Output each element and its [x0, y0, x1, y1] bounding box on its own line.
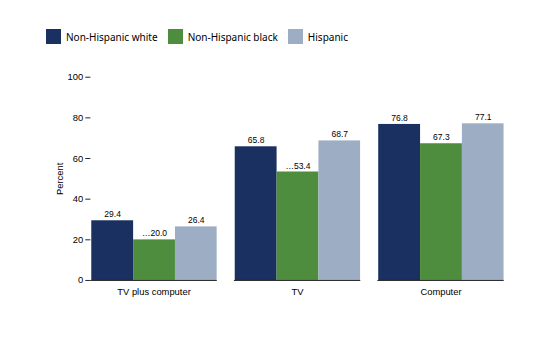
svg-text:68.7: 68.7: [331, 129, 348, 139]
svg-text:…20.0: …20.0: [142, 228, 167, 238]
svg-text:29.4: 29.4: [104, 209, 121, 219]
html-text:Hispanic: Hispanic: [307, 29, 348, 44]
svg-text:Percent: Percent: [54, 162, 65, 195]
svg-text:40: 40: [73, 193, 83, 204]
svg-text:26.4: 26.4: [188, 215, 205, 225]
html-text:Non-Hispanic white: Non-Hispanic white: [66, 29, 158, 44]
svg-text:80: 80: [73, 112, 83, 123]
svg-text:77.1: 77.1: [475, 112, 492, 122]
svg-text:TV plus computer: TV plus computer: [117, 286, 190, 297]
svg-text:65.8: 65.8: [248, 135, 265, 145]
svg-text:…53.4: …53.4: [285, 161, 310, 171]
svg-text:Computer: Computer: [420, 286, 461, 297]
svg-text:60: 60: [73, 153, 83, 164]
svg-text:67.3: 67.3: [433, 132, 450, 142]
html-text:Non-Hispanic black: Non-Hispanic black: [187, 29, 278, 44]
svg-text:20: 20: [73, 234, 83, 245]
svg-text:TV: TV: [292, 286, 305, 297]
svg-text:0: 0: [78, 274, 83, 285]
svg-text:76.8: 76.8: [391, 113, 408, 123]
svg-text:100: 100: [67, 71, 83, 82]
